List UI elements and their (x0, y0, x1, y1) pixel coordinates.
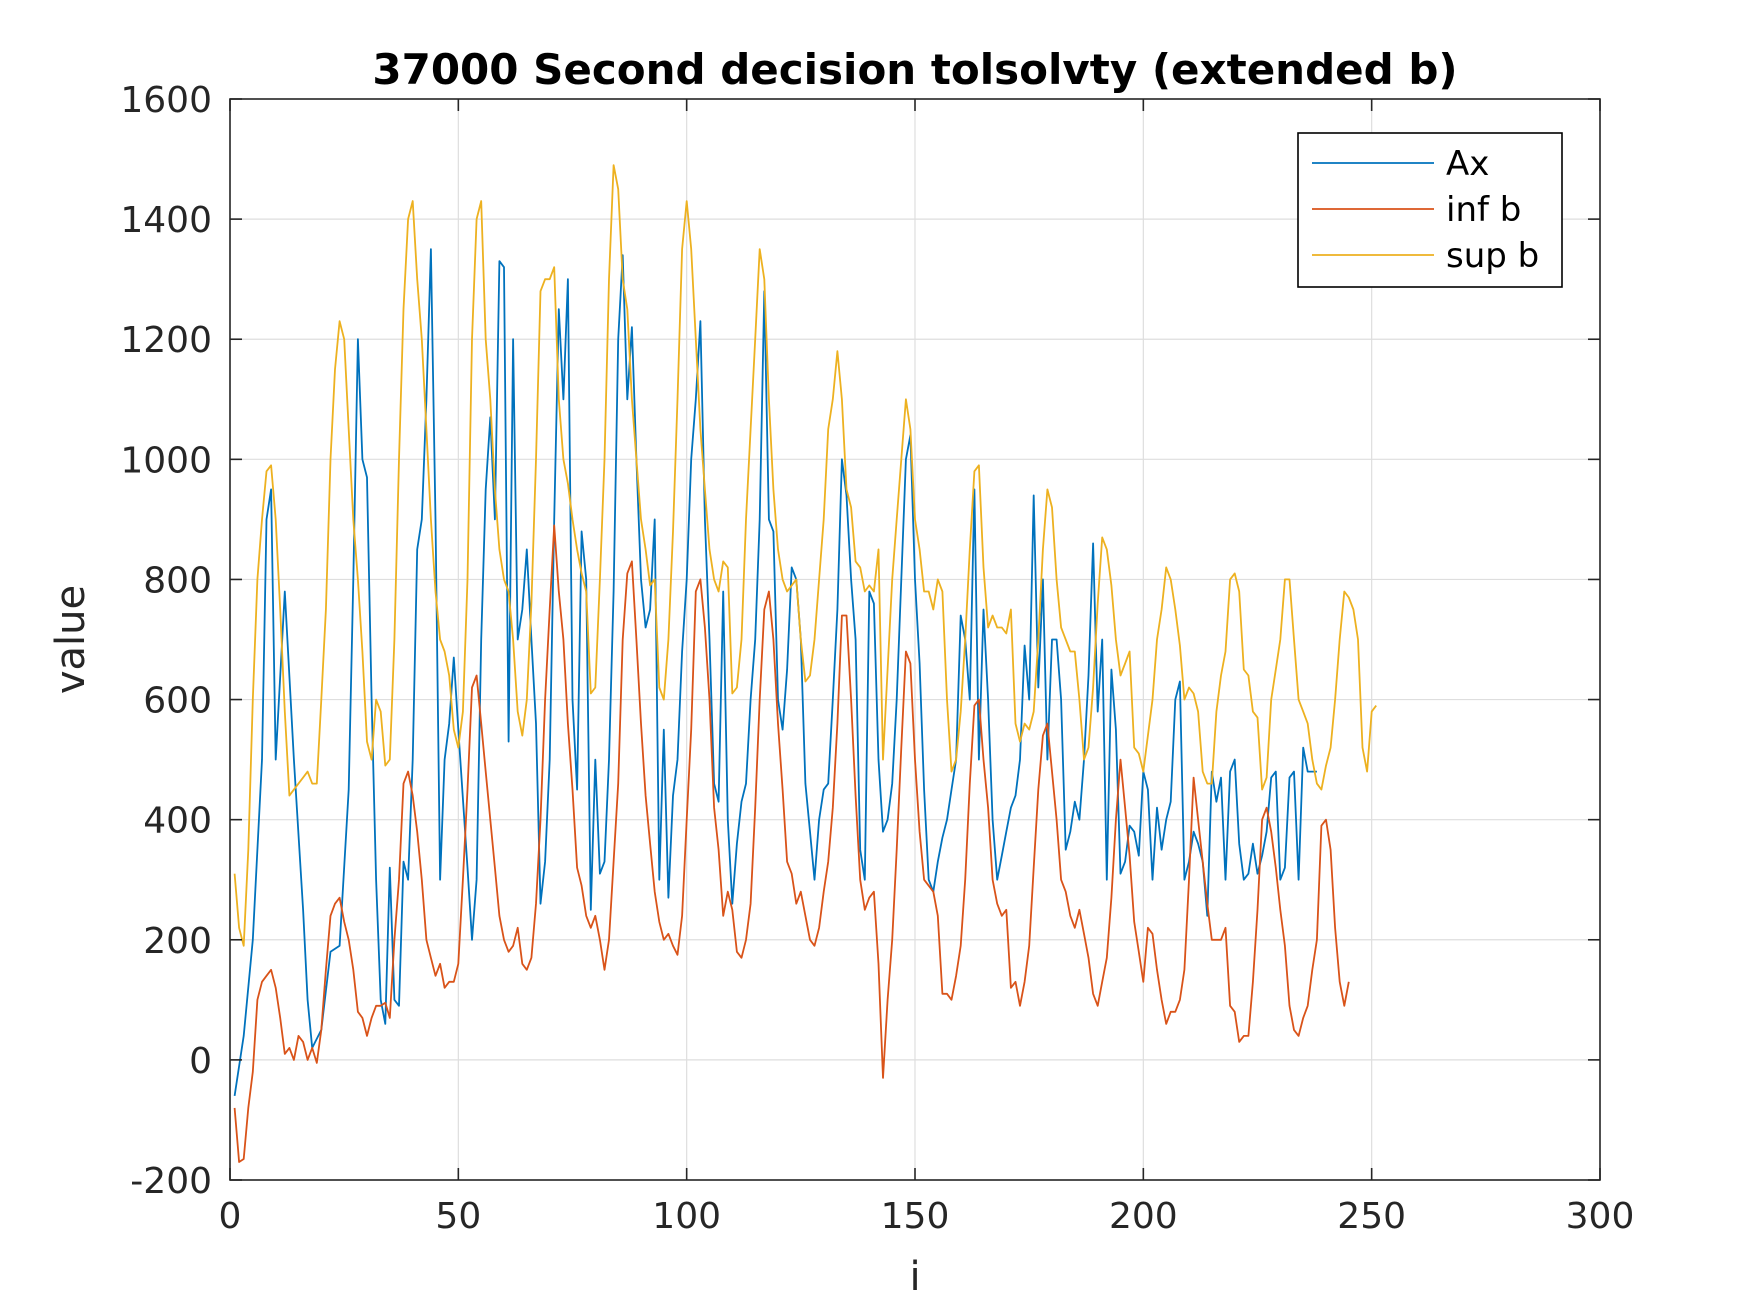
y-tick-label: 1400 (120, 200, 212, 241)
y-tick-label: 1000 (120, 440, 212, 481)
series-line-3 (233, 164, 1377, 947)
x-tick-label: 50 (435, 1196, 481, 1237)
y-tick-label: 1200 (120, 320, 212, 361)
series-line-2 (233, 524, 1350, 1163)
legend-label-3: sup b (1446, 236, 1539, 276)
y-tick-label: 400 (143, 801, 212, 842)
tick-layer: 0 50 100 150 200 250 300-200020040060080010001… (120, 80, 1634, 1237)
y-tick-label: 800 (143, 560, 212, 601)
legend: Ax inf b sup b (1297, 132, 1563, 288)
y-axis-label: value (48, 585, 94, 694)
x-tick-label: 100 (652, 1196, 721, 1237)
y-tick-label: 200 (143, 921, 212, 962)
y-tick-label: -200 (130, 1161, 212, 1202)
x-tick-label: 300 (1566, 1196, 1635, 1237)
x-tick-label: 250 (1337, 1196, 1406, 1237)
y-tick-label: 600 (143, 681, 212, 722)
legend-box (1297, 132, 1563, 288)
y-tick-label: 1600 (120, 80, 212, 121)
x-tick-label: 200 (1109, 1196, 1178, 1237)
chart-title: 37000 Second decision tolsolvty (extende… (372, 45, 1457, 94)
x-tick-label: 0 (219, 1196, 242, 1237)
legend-label-1: Ax (1446, 144, 1489, 184)
series-layer (233, 164, 1377, 1163)
x-axis-label: i (909, 1254, 920, 1300)
y-tick-label: 0 (189, 1041, 212, 1082)
x-tick-label: 150 (881, 1196, 950, 1237)
legend-label-2: inf b (1446, 190, 1521, 230)
